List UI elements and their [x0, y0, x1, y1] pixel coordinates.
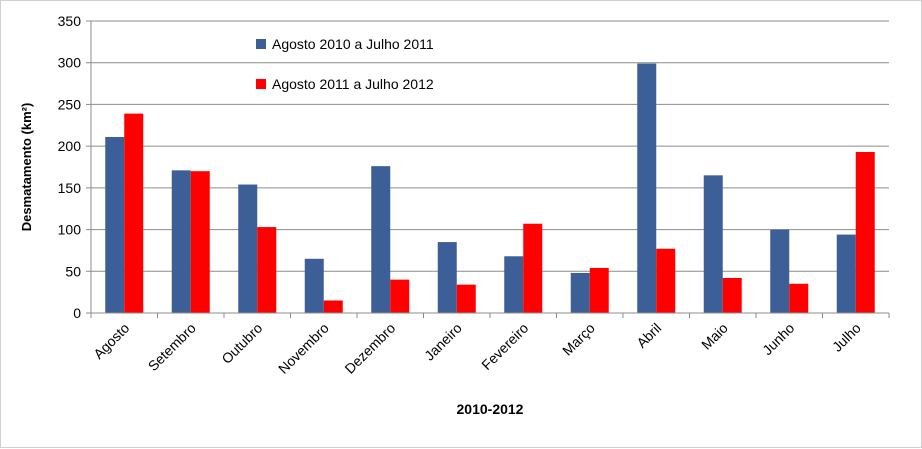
x-tick-label: Novembro [275, 320, 332, 377]
y-tick-label: 200 [58, 138, 82, 154]
y-tick-label: 350 [58, 13, 82, 29]
x-tick-label: Dezembro [341, 320, 398, 377]
bar-series-2-maio [722, 277, 742, 313]
bar-series-1-fevereiro [504, 256, 524, 313]
x-tick-label: Abril [633, 320, 664, 351]
bar-series-1-junho [770, 229, 790, 313]
y-axis-ticks: 0 50 100 150 200 250 300 350 [58, 13, 91, 321]
legend-swatch-series-1 [256, 39, 266, 49]
x-tick-label: Outubro [218, 320, 265, 367]
y-tick-label: 100 [58, 222, 82, 238]
y-tick-label: 250 [58, 96, 82, 112]
bar-series-2-fevereiro [523, 223, 543, 313]
gridlines [91, 20, 889, 272]
y-tick-label: 50 [65, 263, 81, 279]
legend-swatch-series-2 [256, 79, 266, 89]
bar-series-1-abril [637, 63, 657, 314]
bar-series-2-dezembro [390, 279, 410, 313]
x-tick-label: Fevereiro [478, 320, 531, 373]
bar-series-2-abril [656, 248, 676, 313]
bar-series-2-novembro [323, 300, 343, 313]
bar-series-1-setembro [171, 170, 191, 313]
bar-series-1-agosto [105, 136, 125, 313]
bar-series-2-junho [789, 283, 809, 313]
bar-series-1-janeiro [437, 242, 457, 313]
x-axis-ticks: Agosto Setembro Outubro Novembro Dezembro Jan… [90, 313, 890, 377]
x-tick-label: Junho [759, 320, 797, 358]
x-tick-label: Julho [829, 320, 864, 355]
bar-series-1-maio [703, 175, 723, 313]
x-tick-label: Setembro [145, 320, 199, 374]
bar-series-2-janeiro [456, 284, 476, 313]
bar-series-1-dezembro [371, 166, 391, 313]
bar-series-1-março [570, 272, 590, 313]
bar-series-2-julho [855, 151, 875, 313]
bar-series-2-março [589, 267, 609, 313]
legend-label-series-2: Agosto 2011 a Julho 2012 [272, 76, 434, 92]
x-tick-label: Agosto [90, 320, 132, 362]
legend-label-series-1: Agosto 2010 a Julho 2011 [272, 36, 434, 52]
bar-series-1-julho [836, 234, 856, 313]
x-tick-label: Março [559, 320, 598, 359]
y-tick-label: 150 [58, 180, 82, 196]
bar-series-2-agosto [124, 113, 144, 313]
x-axis-label: 2010-2012 [457, 401, 524, 417]
legend: Agosto 2010 a Julho 2011 Agosto 2011 a J… [256, 36, 434, 92]
x-tick-label: Janeiro [421, 320, 465, 364]
bar-series-2-setembro [190, 171, 210, 313]
x-tick-label: Maio [698, 320, 731, 353]
y-tick-label: 0 [73, 305, 81, 321]
bars [105, 63, 875, 314]
y-axis-label: Desmatamento (km²) [19, 103, 34, 232]
bar-series-2-outubro [257, 227, 277, 313]
y-tick-label: 300 [58, 55, 82, 71]
bar-series-1-outubro [238, 184, 258, 313]
bar-series-1-novembro [304, 258, 324, 313]
